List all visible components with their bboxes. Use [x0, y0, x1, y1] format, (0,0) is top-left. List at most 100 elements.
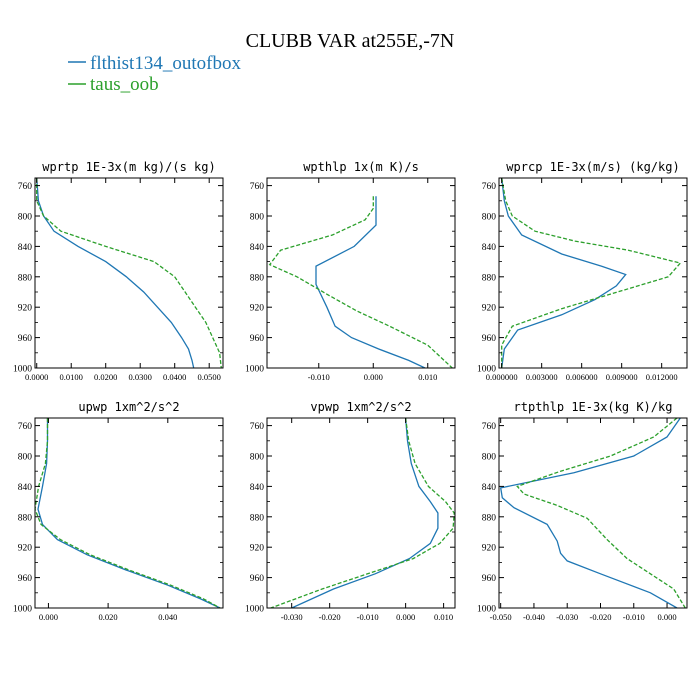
- x-tick-label: 0.0100: [60, 372, 83, 382]
- y-tick-label: 760: [482, 182, 497, 192]
- y-tick-label: 760: [18, 182, 33, 192]
- y-tick-label: 880: [250, 513, 265, 523]
- series-line-flthist134: [499, 418, 681, 608]
- x-tick-label: 0.0000: [25, 372, 48, 382]
- x-tick-label: 0.010: [434, 612, 453, 622]
- x-tick-label: 0.0400: [163, 372, 186, 382]
- series-line-taus-oob: [35, 418, 221, 608]
- x-tick-label: -0.010: [357, 612, 379, 622]
- plot-frame: [34, 417, 224, 609]
- figure-title: CLUBB VAR at255E,-7N: [246, 30, 455, 52]
- plot-frame: [266, 417, 456, 609]
- y-tick-label: 880: [18, 513, 33, 523]
- series-line-taus-oob: [36, 178, 222, 368]
- y-tick-label: 960: [250, 334, 265, 344]
- legend-label-flthist134: flthist134_outofbox: [90, 53, 241, 74]
- x-tick-label: 0.010: [418, 372, 437, 382]
- y-tick-label: 880: [482, 273, 497, 283]
- y-tick-label: 760: [18, 422, 33, 432]
- panel-2: wpthlp 1x(m K)/s 760 800 840 880 920 960 1000 -0…: [245, 160, 456, 382]
- y-tick-label: 920: [250, 304, 265, 314]
- y-tick-label: 760: [250, 182, 265, 192]
- x-tick-label: -0.040: [523, 612, 545, 622]
- y-tick-label: 840: [18, 243, 33, 253]
- x-tick-label: 0.020: [99, 612, 118, 622]
- y-tick-label: 880: [18, 273, 33, 283]
- y-tick-label: 840: [250, 243, 265, 253]
- x-tick-label: 0.000: [657, 612, 676, 622]
- y-tick-label: 760: [482, 422, 497, 432]
- x-tick-label: -0.010: [623, 612, 645, 622]
- x-tick-label: -0.050: [490, 612, 512, 622]
- y-tick-label: 840: [250, 483, 265, 493]
- panel-4: upwp 1xm^2/s^2 760 800 840 880 920 960 1000 0.00…: [13, 400, 224, 622]
- y-tick-label: 800: [250, 213, 265, 223]
- x-tick-label: -0.020: [319, 612, 341, 622]
- y-tick-label: 800: [18, 213, 33, 223]
- panels: wprtp 1E-3x(m kg)/(s kg) 760 800 840 880 920 9…: [13, 160, 688, 622]
- x-tick-label: 0.006000: [566, 372, 598, 382]
- x-tick-label: -0.030: [556, 612, 578, 622]
- x-tick-label: 0.000: [396, 612, 415, 622]
- y-tick-label: 920: [482, 544, 497, 554]
- y-tick-label: 920: [250, 544, 265, 554]
- plot-frame: [498, 177, 688, 369]
- panel-5: vpwp 1xm^2/s^2 760 800 840 880 920 960 1000 -0.0…: [245, 400, 456, 622]
- y-tick-label: 840: [482, 243, 497, 253]
- y-tick-label: 960: [250, 574, 265, 584]
- x-tick-label: 0.000: [39, 612, 58, 622]
- x-tick-label: -0.020: [590, 612, 612, 622]
- panel-title: wprcp 1E-3x(m/s) (kg/kg): [506, 160, 679, 174]
- panel-title: upwp 1xm^2/s^2: [78, 400, 179, 414]
- y-tick-label: 1000: [245, 365, 264, 375]
- panel-3: wprcp 1E-3x(m/s) (kg/kg) 760 800 840 880 920 9…: [477, 160, 688, 382]
- y-tick-label: 800: [18, 453, 33, 463]
- y-tick-label: 1000: [13, 605, 32, 615]
- y-tick-label: 800: [250, 453, 265, 463]
- legend-label-taus-oob: taus_oob: [90, 74, 159, 95]
- y-tick-label: 800: [482, 453, 497, 463]
- y-tick-label: 840: [482, 483, 497, 493]
- series-line-taus-oob: [516, 418, 686, 608]
- x-tick-label: -0.010: [308, 372, 330, 382]
- panel-title: rtpthlp 1E-3x(kg K)/kg: [514, 400, 673, 414]
- y-tick-label: 960: [482, 334, 497, 344]
- plot-frame: [498, 417, 688, 609]
- y-tick-label: 1000: [245, 605, 264, 615]
- x-tick-label: 0.040: [158, 612, 177, 622]
- panel-1: wprtp 1E-3x(m kg)/(s kg) 760 800 840 880 920 9…: [13, 160, 224, 382]
- series-line-taus-oob: [268, 196, 453, 368]
- y-tick-label: 920: [18, 544, 33, 554]
- series-line-flthist134: [315, 196, 426, 368]
- y-tick-label: 880: [482, 513, 497, 523]
- x-tick-label: 0.009000: [606, 372, 638, 382]
- panel-title: wprtp 1E-3x(m kg)/(s kg): [42, 160, 215, 174]
- series-line-flthist134: [501, 178, 627, 368]
- x-tick-label: 0.0500: [198, 372, 221, 382]
- series-line-flthist134: [291, 418, 439, 608]
- panel-6: rtpthlp 1E-3x(kg K)/kg 760 800 840 880 920 960…: [477, 400, 688, 622]
- y-tick-label: 840: [18, 483, 33, 493]
- x-tick-label: 0.000000: [486, 372, 518, 382]
- plot-frame: [34, 177, 224, 369]
- y-tick-label: 960: [482, 574, 497, 584]
- x-tick-label: 0.0300: [129, 372, 152, 382]
- x-tick-label: -0.030: [281, 612, 303, 622]
- y-tick-label: 920: [482, 304, 497, 314]
- x-tick-label: 0.000: [364, 372, 383, 382]
- series-line-taus-oob: [501, 178, 682, 368]
- y-tick-label: 1000: [13, 365, 32, 375]
- y-tick-label: 800: [482, 213, 497, 223]
- series-line-flthist134: [36, 178, 195, 368]
- x-tick-label: 0.012000: [646, 372, 678, 382]
- y-tick-label: 960: [18, 334, 33, 344]
- y-tick-label: 1000: [477, 605, 496, 615]
- x-tick-label: 0.003000: [526, 372, 558, 382]
- y-tick-label: 960: [18, 574, 33, 584]
- legend: flthist134_outofbox taus_oob: [68, 53, 241, 95]
- y-tick-label: 920: [18, 304, 33, 314]
- y-tick-label: 760: [250, 422, 265, 432]
- series-line-taus-oob: [270, 418, 455, 608]
- panel-title: wpthlp 1x(m K)/s: [303, 160, 419, 174]
